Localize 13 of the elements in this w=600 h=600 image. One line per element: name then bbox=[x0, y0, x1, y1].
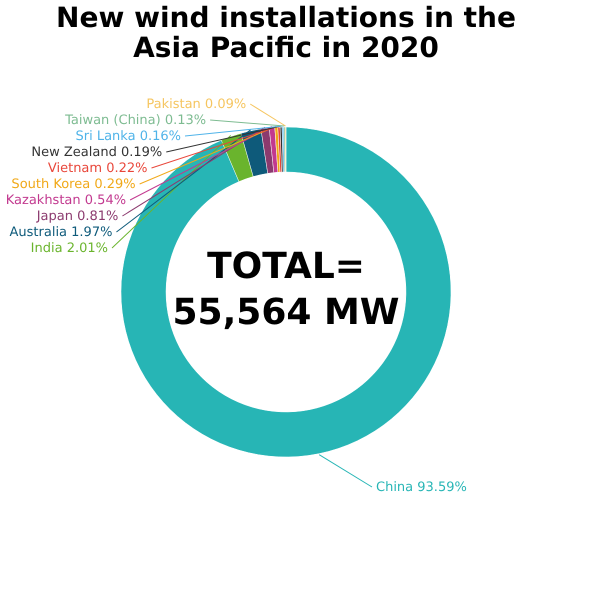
slice-label: South Korea 0.29% bbox=[11, 177, 136, 192]
slice-label: Kazakhstan 0.54% bbox=[6, 193, 126, 208]
slice-label: India 2.01% bbox=[30, 241, 108, 256]
slice-label: Pakistan 0.09% bbox=[146, 97, 246, 112]
slice-label: New Zealand 0.19% bbox=[31, 145, 162, 160]
slice-label: Vietnam 0.22% bbox=[48, 161, 148, 176]
slice-label: Sri Lanka 0.16% bbox=[76, 129, 181, 144]
slice-label: China 93.59% bbox=[376, 480, 467, 495]
slice-label: Taiwan (China) 0.13% bbox=[64, 113, 206, 128]
slice-label: Australia 1.97% bbox=[10, 225, 112, 240]
slice-label: Japan 0.81% bbox=[36, 209, 118, 224]
text: TOTAL= 55,564 MW bbox=[172, 246, 400, 333]
chart-title: New wind installations in the Asia Pacific in 2020 bbox=[56, 1, 516, 64]
